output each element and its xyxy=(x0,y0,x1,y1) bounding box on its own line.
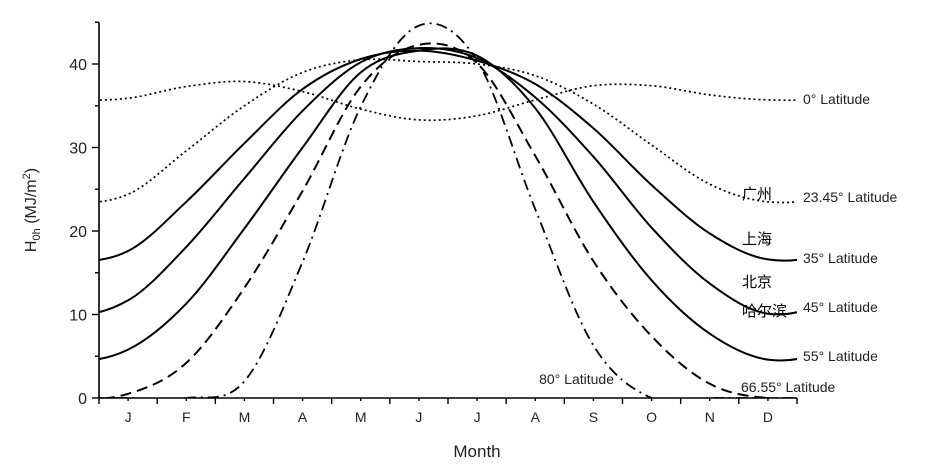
x-tick-label: A xyxy=(298,409,308,425)
series-label: 45° Latitude xyxy=(803,299,878,315)
x-tick-label: J xyxy=(125,409,132,425)
series-line xyxy=(99,47,797,362)
x-axis-label: Month xyxy=(453,442,500,461)
x-tick-label: M xyxy=(355,409,367,425)
series-line xyxy=(99,46,797,316)
axes: 0 10 20 30 40 J F M A M J J A S O N D xyxy=(69,21,798,425)
x-tick-label: J xyxy=(474,409,481,425)
y-tick-label: 10 xyxy=(69,308,87,325)
series-label: 80° Latitude xyxy=(539,371,614,387)
series-label: 23.45° Latitude xyxy=(803,189,898,205)
series-label: 0° Latitude xyxy=(803,91,870,107)
city-label: 广州 xyxy=(742,185,772,203)
y-tick-label: 30 xyxy=(69,141,87,158)
y-tick-label: 40 xyxy=(69,57,87,74)
x-tick-label: F xyxy=(182,409,191,425)
series-curves xyxy=(99,22,797,398)
city-label: 北京 xyxy=(742,273,772,291)
x-tick-label: A xyxy=(531,409,541,425)
series-label: 66.55° Latitude xyxy=(741,379,836,395)
x-tick-label: N xyxy=(705,409,715,425)
x-tick-label: S xyxy=(589,409,598,425)
x-tick-label: J xyxy=(415,409,422,425)
series-line xyxy=(99,80,797,122)
series-label: 35° Latitude xyxy=(803,250,878,266)
series-line xyxy=(99,42,797,398)
series-label: 55° Latitude xyxy=(803,348,878,364)
x-tick-label: D xyxy=(763,409,773,425)
x-tick-label: M xyxy=(239,409,251,425)
city-label: 上海 xyxy=(742,230,772,248)
y-tick-label: 20 xyxy=(69,224,87,241)
series-line xyxy=(99,22,797,398)
x-tick-label: O xyxy=(646,409,657,425)
y-axis-label: H0h (MJ/m2) xyxy=(21,168,43,252)
y-tick-label: 0 xyxy=(78,391,87,408)
series-line xyxy=(99,49,797,262)
series-labels: 0° Latitude 23.45° Latitude 35° Latitude 45… xyxy=(539,91,897,395)
series-line xyxy=(99,58,797,204)
city-label: 哈尔滨 xyxy=(742,302,787,320)
